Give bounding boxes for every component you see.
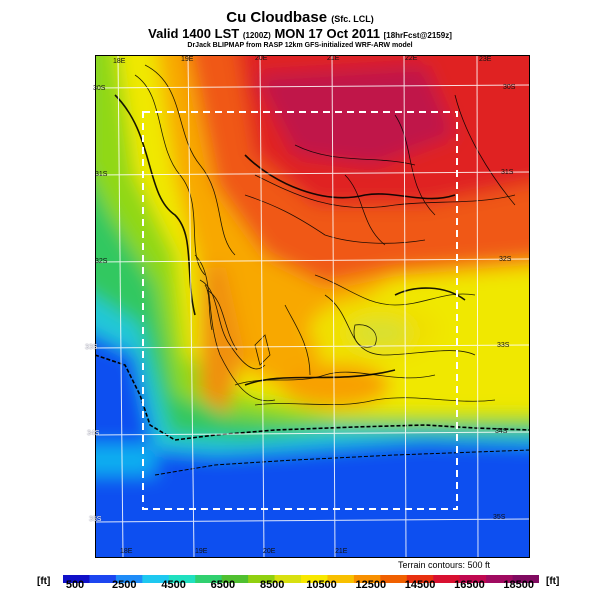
colorbar-tick-label: 12500 [355, 579, 387, 591]
model-credit: DrJack BLIPMAP from RASP 12km GFS-initia… [187, 42, 413, 49]
colorbar-swatch [406, 575, 434, 583]
left-lat-label: 34S [87, 430, 100, 437]
left-lat-label: 32S [95, 258, 108, 265]
top-lon-label: 19E [181, 56, 194, 63]
top-lon-label: 23E [479, 56, 492, 63]
bottom-lon-label: 21E [335, 548, 348, 555]
left-lat-label: 33S [85, 344, 98, 351]
colorbar-swatch [486, 575, 514, 583]
top-lon-label: 20E [255, 55, 268, 62]
colorbar-tick-label: 14500 [404, 579, 436, 591]
colorbar-swatch [195, 575, 223, 583]
coastline-south [154, 449, 530, 476]
map-canvas [95, 55, 530, 558]
top-lon-label: 22E [405, 55, 418, 62]
colorbar-tick-label: 8500 [259, 579, 285, 591]
bottom-lon-label: 18E [120, 548, 133, 555]
colorbar-swatch [274, 575, 302, 583]
map-title: Cu Cloudbase (Sfc. LCL) [0, 9, 600, 26]
colorbar-tick-label: 500 [65, 579, 85, 591]
inner-domain-boundary [142, 111, 458, 510]
coastline [95, 354, 530, 441]
valid-code: (1200Z) [242, 31, 271, 40]
valid-time-line: Valid 1400 LST (1200Z) MON 17 Oct 2011 [… [0, 26, 600, 41]
title-main: Cu Cloudbase [226, 9, 328, 26]
colorbar-tick-label: 6500 [210, 579, 236, 591]
left-lat-label: 31S [95, 171, 108, 178]
right-lat-label: 30S [503, 84, 516, 91]
cloudbase-map: 18E 19E 20E 21E 22E 23E 18E 19E 20E 21E … [85, 55, 530, 558]
right-lat-label: 34S [495, 428, 508, 435]
colorbar-swatch [115, 575, 143, 583]
colorbar-tick-label: 2500 [112, 579, 137, 591]
valid-date: MON 17 Oct 2011 [274, 26, 380, 41]
right-lat-label: 35S [493, 514, 506, 521]
terrain-contours-major [114, 94, 466, 386]
right-lat-label: 33S [497, 342, 510, 349]
colorbar-swatch [89, 575, 117, 583]
colorbar-swatch [248, 575, 276, 583]
valid-forecast: [18hrFcst@2159z] [383, 31, 452, 40]
colorbar-swatch [63, 575, 91, 583]
cloudbase-field [95, 55, 530, 558]
valid-prefix: Valid 1400 LST [148, 26, 240, 41]
colorbar-swatch [301, 575, 329, 583]
colorbar-swatch [221, 575, 249, 583]
colorbar [63, 570, 540, 583]
colorbar-swatch [142, 575, 170, 583]
colorbar-swatch [380, 575, 408, 583]
colorbar-swatch [459, 575, 487, 583]
colorbar-tick-label: 10500 [306, 579, 337, 591]
right-lat-label: 31S [501, 169, 514, 176]
bottom-lon-label: 19E [195, 548, 208, 555]
colorbar-gradient [63, 575, 540, 583]
left-lat-label: 30S [93, 85, 106, 92]
colorbar-swatch [512, 575, 540, 583]
top-lon-label: 18E [113, 58, 126, 65]
terrain-contours [134, 64, 516, 406]
colorbar-swatch [353, 575, 381, 583]
top-lon-label: 21E [327, 55, 340, 62]
colorbar-tick-label: 16500 [454, 579, 485, 591]
map-frame [95, 55, 530, 558]
title-suffix: (Sfc. LCL) [331, 14, 374, 24]
colorbar-swatch [168, 575, 196, 583]
bottom-lon-label: 20E [263, 548, 276, 555]
colorbar-unit-left: [ft] [37, 576, 51, 587]
colorbar-tick-label: 18500 [503, 579, 534, 591]
colorbar-swatch [433, 575, 461, 583]
colorbar-swatch [327, 575, 355, 583]
colorbar-tick-label: 4500 [161, 579, 186, 591]
right-lat-label: 32S [499, 256, 512, 263]
left-lat-label: 35S [89, 516, 102, 523]
colorbar-unit-right: [ft] [546, 576, 560, 587]
terrain-contours-note: Terrain contours: 500 ft [398, 560, 491, 570]
